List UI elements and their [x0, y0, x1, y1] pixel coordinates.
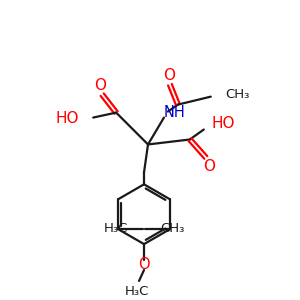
Text: H₃C: H₃C: [125, 285, 149, 298]
Text: CH₃: CH₃: [160, 222, 184, 235]
Text: O: O: [138, 256, 150, 272]
Text: HO: HO: [212, 116, 235, 131]
Text: O: O: [94, 78, 106, 93]
Text: CH₃: CH₃: [226, 88, 250, 101]
Text: O: O: [203, 159, 215, 174]
Text: H₃C: H₃C: [104, 222, 128, 235]
Text: HO: HO: [56, 111, 79, 126]
Text: O: O: [163, 68, 175, 83]
Text: NH: NH: [164, 105, 186, 120]
